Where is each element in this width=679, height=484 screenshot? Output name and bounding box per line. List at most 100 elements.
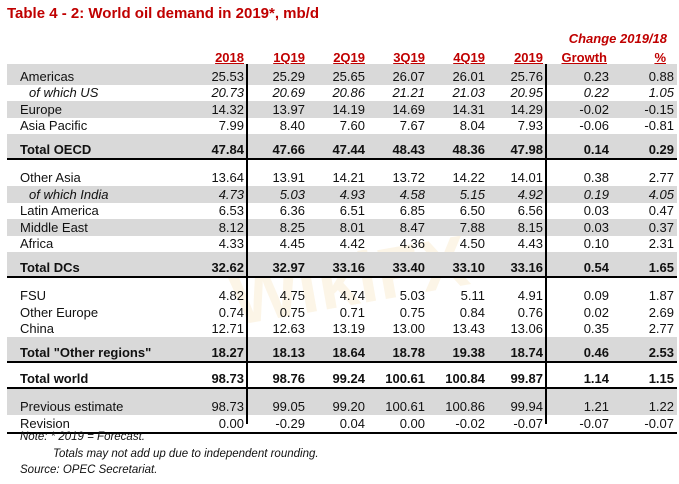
- cell-1q19: 4.45: [279, 236, 305, 251]
- cell-1q19: 8.25: [279, 220, 305, 235]
- cell-1q19: 4.75: [279, 288, 305, 303]
- table-row: FSU 4.82 4.75 4.74 5.03 5.11 4.91 0.09 1.87: [7, 278, 677, 304]
- row-label: Americas: [20, 69, 75, 84]
- cell-2q19: 47.44: [332, 142, 365, 157]
- cell-growth: 0.03: [583, 220, 609, 235]
- cell-3q19: 7.67: [399, 118, 425, 133]
- cell-2018: 32.62: [211, 260, 244, 275]
- cell-3q19: 6.85: [399, 203, 425, 218]
- col-header-2018: 2018: [215, 50, 244, 65]
- cell-2018: 18.27: [211, 345, 244, 360]
- cell-percent: 1.15: [648, 371, 674, 386]
- cell-4q19: 100.86: [445, 399, 485, 414]
- col-header-2q19: 2Q19: [333, 50, 365, 65]
- cell-2019: 0.76: [517, 305, 543, 320]
- cell-2018: 13.64: [211, 170, 244, 185]
- cell-3q19: 13.72: [392, 170, 425, 185]
- cell-2q19: 18.64: [332, 345, 365, 360]
- cell-3q19: 100.61: [385, 399, 425, 414]
- table-row: Latin America 6.53 6.36 6.51 6.85 6.50 6.56 0.0…: [7, 203, 677, 219]
- cell-growth: -0.07: [579, 416, 609, 431]
- col-header-2019: 2019: [514, 50, 543, 65]
- cell-3q19: 0.75: [399, 305, 425, 320]
- cell-growth: 0.19: [583, 187, 609, 202]
- cell-2018: 47.84: [211, 142, 244, 157]
- cell-1q19: 99.05: [272, 399, 305, 414]
- row-label: of which India: [29, 187, 109, 202]
- cell-2019: 99.87: [510, 371, 543, 386]
- cell-percent: -0.07: [644, 416, 674, 431]
- cell-percent: 2.69: [648, 305, 674, 320]
- cell-3q19: 18.78: [392, 345, 425, 360]
- table-title: Table 4 - 2: World oil demand in 2019*, …: [7, 5, 320, 22]
- cell-2q19: 33.16: [332, 260, 365, 275]
- cell-4q19: 0.84: [459, 305, 485, 320]
- cell-growth: 0.38: [583, 170, 609, 185]
- cell-2019: 6.56: [517, 203, 543, 218]
- cell-2018: 0.00: [218, 416, 244, 431]
- cell-percent: 4.05: [648, 187, 674, 202]
- row-label: Middle East: [20, 220, 88, 235]
- cell-4q19: 33.10: [452, 260, 485, 275]
- cell-2019: -0.07: [513, 416, 543, 431]
- change-header: Change 2019/18: [568, 31, 667, 46]
- table-row: Europe 14.32 13.97 14.19 14.69 14.31 14.29 -0.0…: [7, 101, 677, 118]
- table-row: Asia Pacific 7.99 8.40 7.60 7.67 8.04 7.93 -0.0…: [7, 118, 677, 134]
- cell-3q19: 13.00: [392, 321, 425, 336]
- cell-4q19: 19.38: [452, 345, 485, 360]
- column-divider: [246, 64, 248, 424]
- cell-growth: 0.23: [583, 69, 609, 84]
- table-row: Other Asia 13.64 13.91 14.21 13.72 14.22 14.01…: [7, 160, 677, 186]
- cell-2q19: 99.24: [332, 371, 365, 386]
- note-source: Source: OPEC Secretariat.: [20, 464, 158, 476]
- cell-2018: 0.74: [218, 305, 244, 320]
- cell-percent: -0.81: [644, 118, 674, 133]
- cell-growth: -0.02: [579, 102, 609, 117]
- cell-2019: 4.92: [517, 187, 543, 202]
- cell-2018: 12.71: [211, 321, 244, 336]
- table-row: Americas 25.53 25.29 25.65 26.07 26.01 25.76 0.…: [7, 64, 677, 85]
- cell-2018: 7.99: [218, 118, 244, 133]
- cell-percent: 1.22: [648, 399, 674, 414]
- cell-2q19: 0.04: [339, 416, 365, 431]
- cell-2q19: 20.86: [332, 85, 365, 100]
- cell-percent: 1.65: [648, 260, 674, 275]
- cell-2q19: 14.19: [332, 102, 365, 117]
- cell-2018: 8.12: [218, 220, 244, 235]
- cell-2q19: 7.60: [339, 118, 365, 133]
- cell-1q19: 13.91: [272, 170, 305, 185]
- note-rounding: Totals may not add up due to independent…: [53, 448, 319, 460]
- cell-2019: 14.01: [510, 170, 543, 185]
- row-label: China: [20, 321, 54, 336]
- table-row: Revision 0.00 -0.29 0.04 0.00 -0.02 -0.07 -0.07…: [7, 415, 677, 434]
- cell-percent: 0.37: [648, 220, 674, 235]
- cell-4q19: 21.03: [452, 85, 485, 100]
- cell-3q19: 8.47: [399, 220, 425, 235]
- cell-3q19: 4.58: [399, 187, 425, 202]
- cell-2q19: 25.65: [332, 69, 365, 84]
- cell-3q19: 4.36: [399, 236, 425, 251]
- cell-1q19: 13.97: [272, 102, 305, 117]
- cell-percent: 2.31: [648, 236, 674, 251]
- cell-percent: 0.88: [648, 69, 674, 84]
- cell-4q19: 7.88: [459, 220, 485, 235]
- cell-growth: 0.09: [583, 288, 609, 303]
- cell-2q19: 0.71: [339, 305, 365, 320]
- cell-2018: 14.32: [211, 102, 244, 117]
- cell-2018: 4.73: [218, 187, 244, 202]
- cell-2018: 4.82: [218, 288, 244, 303]
- row-label: Total world: [20, 371, 89, 386]
- cell-4q19: 5.15: [459, 187, 485, 202]
- table-row: Other Europe 0.74 0.75 0.71 0.75 0.84 0.76 0.02…: [7, 304, 677, 321]
- cell-4q19: 4.50: [459, 236, 485, 251]
- cell-percent: 1.05: [648, 85, 674, 100]
- cell-growth: 0.46: [583, 345, 609, 360]
- cell-1q19: 47.66: [272, 142, 305, 157]
- cell-4q19: -0.02: [455, 416, 485, 431]
- note-forecast: Note: * 2019 = Forecast.: [20, 431, 145, 443]
- cell-4q19: 14.22: [452, 170, 485, 185]
- cell-4q19: 8.04: [459, 118, 485, 133]
- cell-2018: 25.53: [211, 69, 244, 84]
- table-row: China 12.71 12.63 13.19 13.00 13.43 13.06 0.35 2…: [7, 321, 677, 337]
